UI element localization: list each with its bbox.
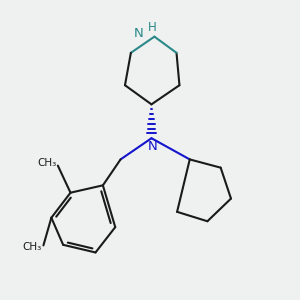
Text: CH₃: CH₃ — [23, 242, 42, 252]
Text: H: H — [148, 21, 157, 34]
Text: N: N — [133, 27, 143, 40]
Text: CH₃: CH₃ — [37, 158, 56, 168]
Text: N: N — [148, 140, 158, 153]
